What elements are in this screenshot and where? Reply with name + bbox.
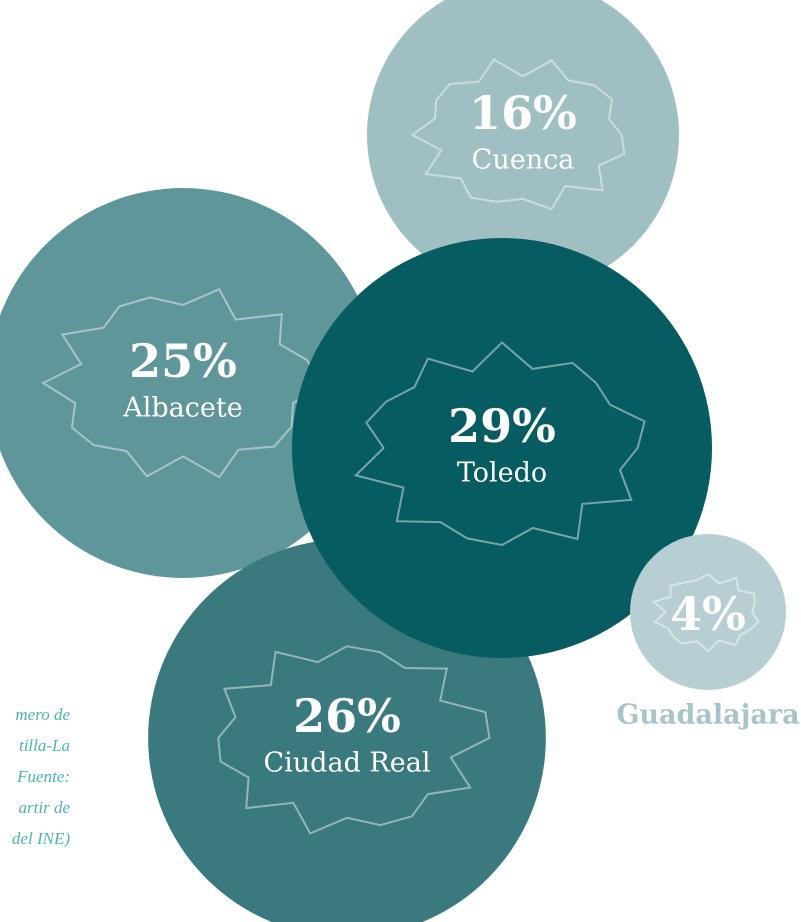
value-label: 4% [670,587,746,641]
value-label: 29% [448,399,556,453]
annotation: del INE) [12,829,70,848]
annotation: artir de [19,798,71,817]
bubble [367,0,679,291]
province-outline [217,645,491,835]
category-label: Guadalajara [616,700,799,731]
province-outline [353,341,646,547]
category-label: Cuenca [472,145,575,176]
category-label: Toledo [457,458,547,489]
value-label: 16% [469,86,577,140]
province-outline [651,572,760,653]
bubble [0,188,378,578]
bubble [630,534,786,690]
category-label: Ciudad Real [264,748,431,779]
value-label: 26% [293,689,401,743]
province-outline [410,58,626,211]
value-label: 25% [129,334,237,388]
province-outline [41,288,323,479]
category-label: Albacete [122,393,242,424]
annotation: Fuente: [16,767,70,786]
annotation: tilla-La [19,736,70,755]
annotation: mero de [15,705,70,724]
bubble [291,237,713,659]
